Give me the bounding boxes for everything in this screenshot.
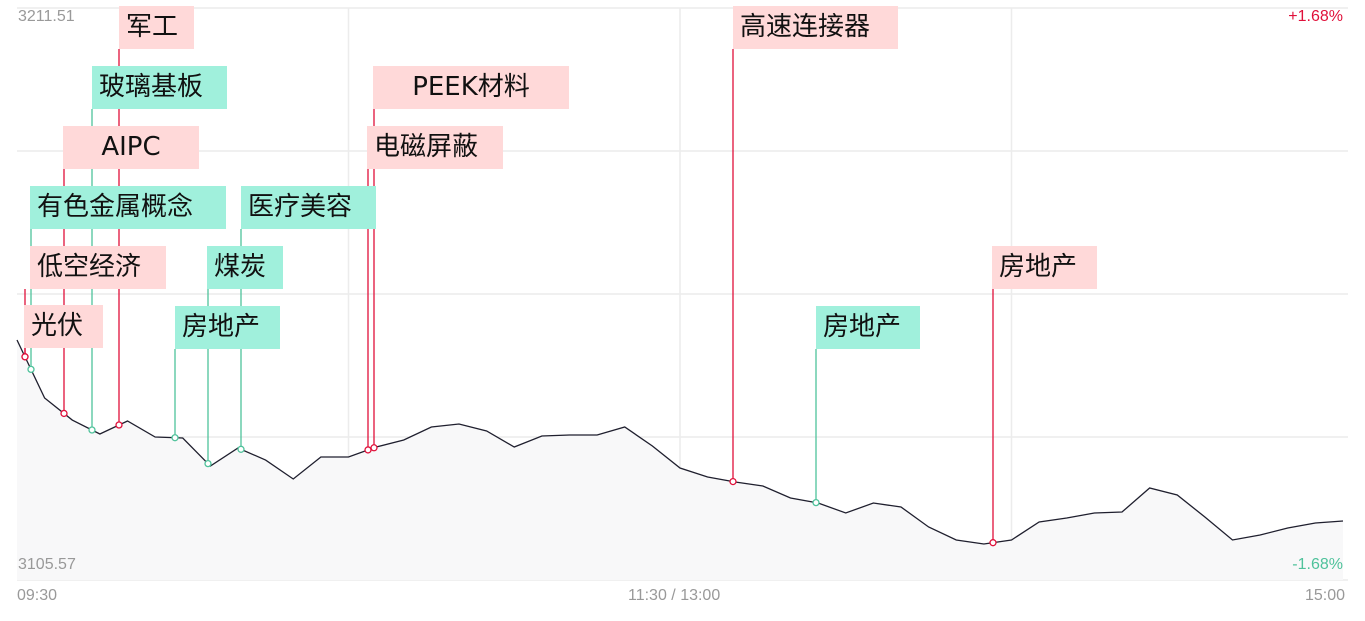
- event-marker: [370, 444, 378, 452]
- event-label: 玻璃基板: [92, 66, 227, 109]
- event-label: 低空经济: [30, 246, 166, 289]
- event-label: 电磁屏蔽: [367, 126, 503, 169]
- y-bottom-label: 3105.57: [18, 556, 76, 573]
- x-tick-label: 15:00: [1304, 587, 1345, 604]
- event-label: 军工: [119, 6, 194, 49]
- event-label: 有色金属概念: [30, 186, 226, 229]
- x-tick-label: 09:30: [17, 587, 58, 604]
- event-label: 医疗美容: [241, 186, 376, 229]
- event-label: AIPC: [63, 126, 199, 169]
- event-marker: [989, 539, 997, 547]
- event-label: 光伏: [24, 305, 103, 348]
- event-marker: [237, 445, 245, 453]
- event-label: 房地产: [816, 306, 920, 349]
- event-marker: [812, 498, 820, 507]
- pct-bottom-label: -1.68%: [1292, 556, 1343, 573]
- event-marker: [204, 459, 212, 468]
- event-marker: [171, 434, 179, 442]
- y-top-label: 3211.51: [18, 8, 75, 25]
- event-marker: [88, 426, 96, 434]
- pct-top-label: +1.68%: [1288, 8, 1343, 25]
- event-marker: [364, 446, 372, 454]
- event-marker: [729, 477, 737, 486]
- event-label: PEEK材料: [373, 66, 569, 109]
- event-marker: [60, 409, 68, 418]
- event-marker: [27, 365, 35, 374]
- event-label: 房地产: [175, 306, 280, 349]
- event-label: 高速连接器: [733, 6, 898, 49]
- event-label: 房地产: [992, 246, 1097, 289]
- x-tick-label: 11:30 / 13:00: [628, 587, 721, 604]
- event-label: 煤炭: [207, 246, 283, 289]
- price-area: [17, 340, 1343, 580]
- event-marker: [115, 421, 123, 429]
- event-marker: [21, 353, 29, 361]
